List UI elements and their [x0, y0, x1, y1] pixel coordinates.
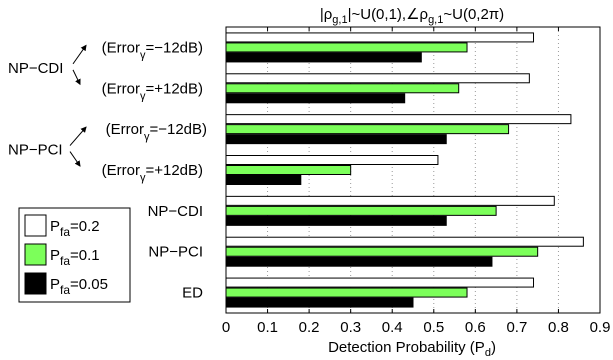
x-tick-label: 0.8: [548, 319, 569, 336]
bar-ed-s0: [226, 278, 534, 287]
bar-npcdi-p12-s2: [226, 94, 405, 103]
bar-nppci-s0: [226, 237, 583, 246]
bar-npcdi-s1: [226, 206, 496, 215]
y-label-npcdi-p12: (Errorγ=+12dB): [102, 80, 203, 102]
bracket-arrow-down: [70, 152, 80, 166]
bar-ed-s1: [226, 288, 467, 297]
bar-nppci-s2: [226, 257, 492, 266]
bar-nppci-s1: [226, 247, 538, 256]
bar-npcdi-p12-s1: [226, 84, 459, 93]
bar-nppci-m12-s1: [226, 125, 509, 134]
y-label-nppci: NP−PCI: [148, 244, 203, 261]
x-tick-label: 0.5: [423, 319, 444, 336]
bracket-arrow-down: [73, 70, 80, 84]
x-tick-label: 0.6: [465, 319, 486, 336]
bracket-arrow-up: [73, 45, 86, 63]
bar-nppci-p12-s2: [226, 176, 301, 185]
bar-npcdi-s0: [226, 196, 554, 205]
bar-npcdi-s2: [226, 216, 446, 225]
bar-npcdi-m12-s0: [226, 33, 534, 42]
bracket-label: NP−CDI: [8, 60, 63, 77]
x-tick-label: 0: [222, 319, 230, 336]
bar-nppci-p12-s0: [226, 156, 438, 165]
bar-nppci-p12-s1: [226, 166, 351, 175]
bar-npcdi-m12-s2: [226, 53, 421, 62]
legend-swatch-0: [25, 215, 46, 236]
bar-ed-s2: [226, 298, 413, 307]
x-tick-label: 0.9: [590, 319, 611, 336]
bracket-label: NP−PCI: [8, 142, 63, 159]
group-brackets: NP−CDI NP−PCI: [8, 45, 86, 166]
bracket-arrow-up: [70, 127, 86, 145]
x-tick-label: 0.3: [340, 319, 361, 336]
y-label-npcdi-m12: (Errorγ=−12dB): [102, 39, 203, 61]
bar-nppci-m12-s0: [226, 115, 571, 124]
legend-swatch-2: [25, 273, 46, 294]
bar-npcdi-m12-s1: [226, 43, 467, 52]
x-tick-label: 0.2: [299, 319, 320, 336]
bars-layer: [226, 33, 583, 307]
y-label-npcdi: NP−CDI: [148, 203, 203, 220]
bar-npcdi-p12-s0: [226, 74, 529, 83]
x-tick-label: 0.1: [257, 319, 278, 336]
x-tick-label: 0.7: [506, 319, 527, 336]
y-label-ed: ED: [182, 285, 203, 302]
y-label-nppci-m12: (Errorγ=−12dB): [106, 121, 207, 143]
legend-swatch-1: [25, 244, 46, 265]
x-axis-label: Detection Probability (Pd): [328, 339, 496, 359]
bar-nppci-m12-s2: [226, 135, 446, 144]
chart-title: |ρg,1|~U(0,1),∠ρg,1~U(0,2π): [320, 6, 504, 26]
x-tick-label: 0.4: [382, 319, 403, 336]
y-label-nppci-p12: (Errorγ=+12dB): [102, 162, 203, 184]
